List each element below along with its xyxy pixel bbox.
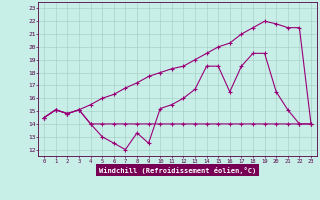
X-axis label: Windchill (Refroidissement éolien,°C): Windchill (Refroidissement éolien,°C) [99, 167, 256, 174]
